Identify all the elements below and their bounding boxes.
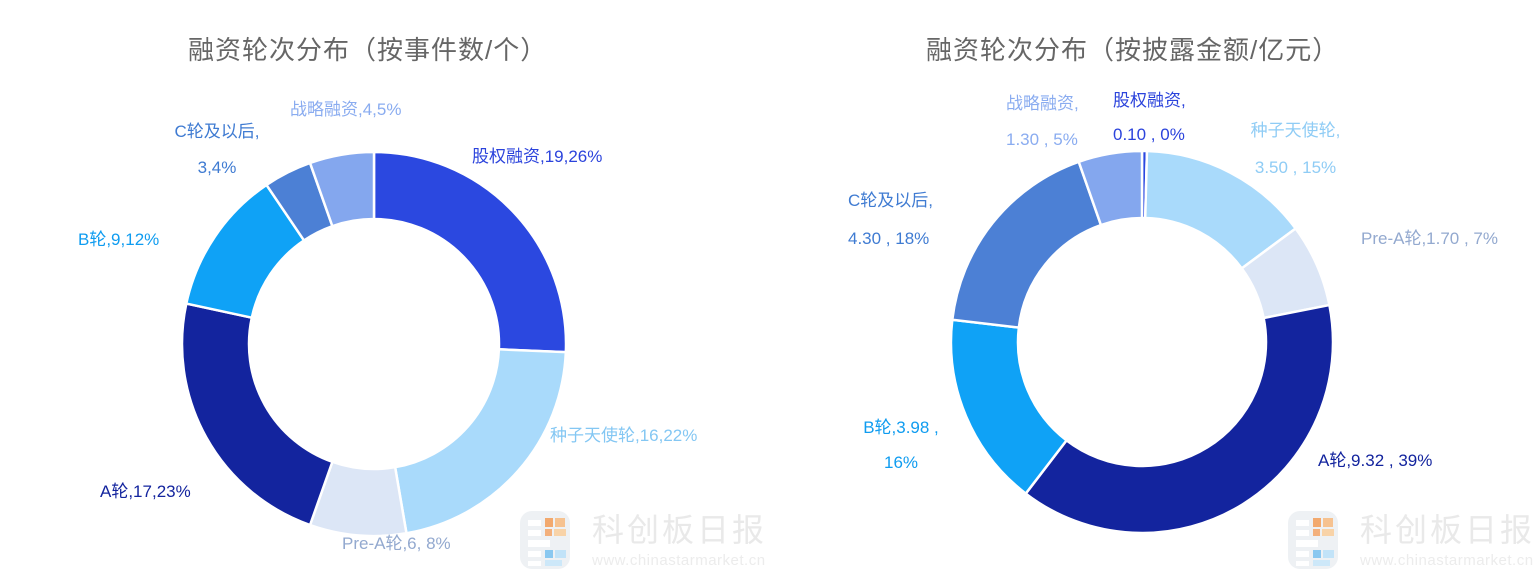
slice-label: 战略融资,4,5% — [290, 100, 402, 119]
donut-segment — [308, 150, 376, 228]
donut-segment — [180, 302, 334, 527]
slice-label: 股权融资, 0.10 , 0% — [1113, 91, 1186, 144]
watermark-url: www.chinastarmarket.cn — [1360, 552, 1534, 569]
watermark-left: 科创板日报 www.chinastarmarket.cn — [520, 511, 767, 569]
donut-segment — [372, 150, 568, 354]
slice-label: A轮,9.32 , 39% — [1318, 451, 1433, 470]
slice-label: Pre-A轮,6, 8% — [342, 534, 451, 553]
slice-label: B轮,3.98 , 16% — [863, 418, 939, 472]
donut-segment — [1024, 303, 1335, 535]
slice-label: C轮及以后, 3,4% — [174, 122, 260, 177]
slice-label: 股权融资,19,26% — [472, 147, 603, 166]
brand-logo-icon — [520, 511, 570, 569]
donut-segment — [1077, 149, 1144, 227]
slice-label: Pre-A轮,1.70 , 7% — [1361, 229, 1499, 248]
watermark-right: 科创板日报 www.chinastarmarket.cn — [1288, 511, 1535, 569]
donut-segment — [393, 348, 568, 535]
left-chart-title: 融资轮次分布（按事件数/个） — [188, 35, 548, 65]
slice-label: 种子天使轮, 3.50 , 15% — [1250, 121, 1341, 177]
slice-label: A轮,17,23% — [100, 482, 191, 501]
right-chart-title: 融资轮次分布（按披露金额/亿元） — [926, 35, 1340, 65]
slice-label: 战略融资, 1.30 , 5% — [1006, 94, 1079, 149]
slice-label: B轮,9,12% — [78, 230, 160, 249]
slice-label: C轮及以后, 4.30 , 18% — [848, 191, 933, 248]
watermark-brand: 科创板日报 — [1360, 512, 1536, 548]
brand-logo-icon — [1288, 511, 1338, 569]
donut-segment — [950, 160, 1103, 329]
watermark-brand: 科创板日报 — [592, 512, 768, 548]
slice-label: 种子天使轮,16,22% — [550, 426, 698, 445]
watermark-url: www.chinastarmarket.cn — [592, 552, 766, 569]
